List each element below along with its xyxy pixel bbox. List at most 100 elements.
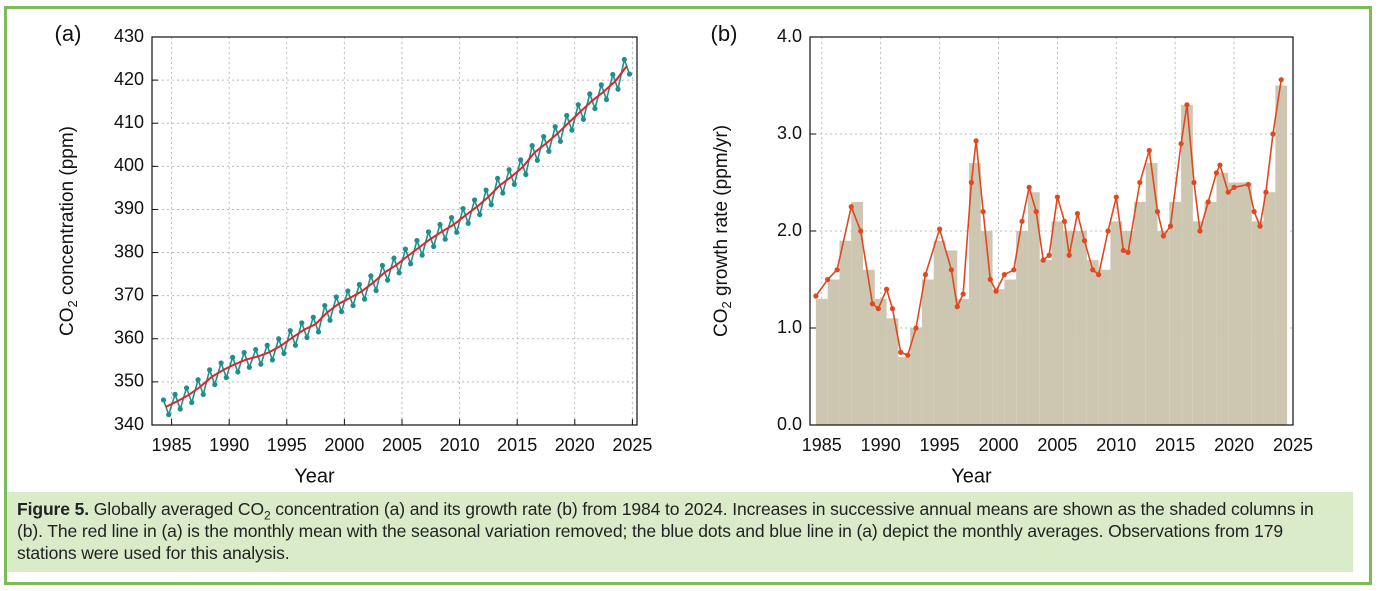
y-axis-label-part: 2 [719, 301, 734, 308]
data-point [1251, 209, 1257, 215]
data-point [905, 352, 911, 358]
bar [1133, 201, 1146, 425]
data-point [1217, 162, 1223, 168]
y-tick-label: 410 [114, 112, 144, 132]
bar [1263, 192, 1276, 425]
x-tick-label: 1985 [152, 435, 192, 455]
data-point [402, 246, 409, 252]
data-point [183, 385, 190, 391]
data-point [425, 229, 432, 235]
data-point [1213, 170, 1220, 176]
data-point [1054, 194, 1060, 200]
bar [1039, 260, 1052, 425]
data-point [396, 270, 402, 276]
data-point [235, 369, 241, 375]
data-point [1061, 218, 1068, 224]
y-tick-label: 350 [114, 371, 144, 391]
bar [1204, 201, 1217, 425]
data-point [1197, 228, 1203, 234]
bar [969, 163, 981, 425]
y-tick-label: 390 [114, 198, 144, 218]
plot-frame [151, 36, 638, 426]
data-point [1245, 181, 1251, 188]
data-point [529, 143, 535, 149]
x-tick-label: 2020 [555, 435, 595, 455]
data-point [373, 287, 379, 294]
x-tick-label: 2010 [440, 435, 480, 455]
data-point [253, 346, 259, 353]
y-tick-label: 360 [114, 328, 144, 348]
data-point [1231, 184, 1237, 190]
data-point [1160, 233, 1167, 239]
data-line [165, 65, 628, 408]
data-point [350, 302, 356, 309]
data-point [1001, 272, 1007, 278]
data-point [875, 306, 881, 312]
data-point [241, 349, 247, 356]
data-point [315, 329, 322, 335]
data-point [848, 204, 854, 210]
data-point [1081, 238, 1088, 244]
data-point [177, 406, 183, 412]
data-point [987, 276, 993, 283]
x-tick-label: 1995 [267, 435, 307, 455]
data-point [993, 288, 999, 294]
data-point [172, 391, 178, 397]
data-point [223, 374, 229, 381]
data-point [1191, 179, 1197, 186]
data-point [518, 157, 524, 163]
data-point [557, 138, 563, 144]
bar [1181, 104, 1193, 426]
data-point [356, 281, 362, 288]
x-tick-label: 2015 [497, 435, 537, 455]
data-point [1278, 77, 1284, 83]
bar [1157, 231, 1170, 425]
data-point [1019, 218, 1025, 224]
data-point [304, 334, 310, 341]
x-tick-label: 2005 [1037, 435, 1077, 455]
data-point [200, 391, 206, 397]
data-point [534, 157, 540, 163]
data-point [813, 293, 819, 299]
data-point [1046, 252, 1052, 258]
bar [1122, 231, 1134, 425]
bar [1216, 172, 1229, 425]
data-point [858, 228, 864, 234]
data-point [615, 86, 621, 92]
data-point [1125, 249, 1131, 255]
data-point [610, 71, 616, 78]
bar [1145, 163, 1158, 425]
data-point [898, 349, 904, 355]
data-line [162, 56, 631, 418]
data-point [471, 197, 478, 203]
data-point [1105, 228, 1111, 234]
data-point [564, 112, 570, 119]
y-tick-label: 420 [114, 69, 144, 89]
data-point [1263, 189, 1269, 195]
data-point [1205, 199, 1211, 205]
caption-label: Figure 5. [17, 499, 90, 519]
caption-subscript: 2 [263, 508, 271, 523]
y-axis-label-part: CO [711, 309, 732, 338]
bar [1004, 279, 1017, 425]
bar [898, 357, 911, 425]
panel-label: (a) [55, 21, 82, 46]
charts: 340 350 360 370 380 390 400 410 420 430 1985 1990 19… [55, 21, 1313, 487]
data-point [166, 412, 172, 418]
x-tick-label: 2015 [1155, 435, 1195, 455]
data-point [477, 212, 483, 218]
data-point [913, 325, 919, 331]
data-point [546, 148, 552, 154]
data-point [218, 360, 224, 366]
bar [1063, 231, 1076, 425]
data-point [207, 367, 213, 373]
data-point [889, 306, 896, 312]
data-point [345, 288, 351, 294]
data-point [338, 309, 345, 315]
x-tick-label: 1990 [861, 435, 901, 455]
data-point [437, 221, 443, 228]
data-point [1257, 223, 1263, 229]
y-tick-label: 370 [114, 284, 144, 304]
caption: Figure 5. Globally averaged CO2 concentr… [7, 492, 1353, 572]
data-point [391, 255, 397, 261]
